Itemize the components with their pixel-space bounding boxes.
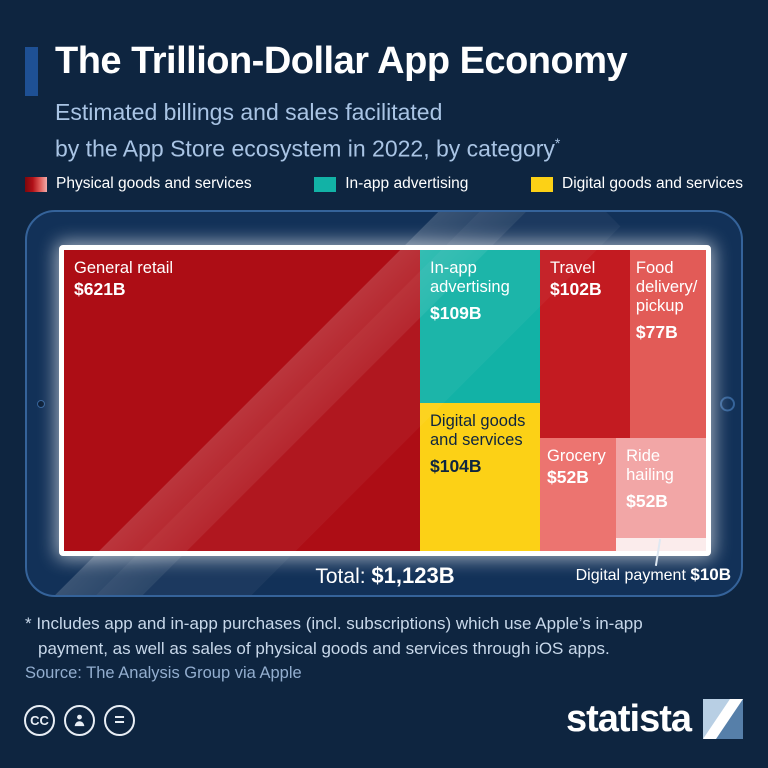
page-subtitle: Estimated billings and sales facilitated… [55,97,560,165]
cell-value: $109B [429,303,482,324]
cell-label: Ride hailing [626,446,674,484]
total-value: $1,123B [371,563,455,588]
total-text: Total: [315,565,366,588]
treemap-cell-digital-payment [616,537,706,551]
legend-swatch-inapp-advertising [314,176,337,192]
legend-label: Physical goods and services [56,175,252,192]
legend-item-digital-goods: Digital goods and services [531,175,743,193]
cell-label: Grocery [547,446,606,465]
subtitle-line2: by the App Store ecosystem in 2022, by c… [55,135,555,162]
person-glyph [74,714,85,727]
legend-label: In-app advertising [345,175,469,192]
statista-logo: statista [566,699,743,739]
statista-wordmark: statista [565,698,692,740]
title-accent-bar [25,47,38,96]
source-line: Source: The Analysis Group via Apple [25,664,302,682]
cell-label: General retail [74,259,174,277]
treemap-cell-food-delivery: Food delivery/​pickup $77B [629,250,706,438]
footnote-marker: * [554,135,561,151]
legend-item-physical: Physical goods and services [25,175,252,193]
treemap-cell-inapp-advertising: In-app advertising $109B [419,250,541,403]
cell-label: Travel [550,259,596,277]
cell-value: $52B [547,466,589,487]
legend-item-inapp-advertising: In-app advertising [314,175,468,193]
treemap-cell-digital-goods: Digital goods and services $104B [419,402,541,551]
cell-label: Food delivery/​pickup [635,259,698,316]
cell-value: $77B [635,322,678,343]
tablet-camera-dot [37,399,45,408]
page-title: The Trillion-Dollar App Economy [55,40,628,82]
legend-label: Digital goods and services [562,175,743,192]
cell-value: $52B [626,490,668,511]
footnote-line1: * Includes app and in-app purchases (inc… [25,614,643,633]
legend: Physical goods and services In-app adver… [25,175,743,193]
cell-label: Digital goods and services [429,411,526,449]
attribution-icon [64,705,95,736]
treemap-cell-grocery: Grocery $52B [540,437,617,551]
cell-value: $102B [550,279,602,300]
treemap-cell-ride-hailing: Ride hailing $52B [616,437,706,538]
cc-icon: CC [24,705,55,736]
treemap-cell-travel: Travel $102B [540,250,630,438]
treemap-screen: General retail $621B In-app advertising … [59,245,711,556]
digital-payment-name: Digital payment [575,567,686,584]
legend-swatch-digital-goods [531,176,554,192]
footnote: * Includes app and in-app purchases (inc… [25,611,643,661]
tablet-home-button [720,396,735,411]
statista-logomark [703,699,743,739]
digital-payment-value: $10B [690,565,731,584]
cell-label: In-app advertising [429,259,510,297]
subtitle-line1: Estimated billings and sales facilitated [55,99,443,125]
treemap-cell-general-retail: General retail $621B [64,250,420,551]
legend-swatch-physical [25,176,47,192]
no-derivatives-icon: = [104,705,135,736]
digital-payment-label: Digital payment $10B [576,565,731,585]
license-icons: CC = [24,705,135,736]
footnote-line2: payment, as well as sales of physical go… [38,639,610,658]
cell-value: $104B [429,455,482,476]
treemap-chart: General retail $621B In-app advertising … [64,250,706,551]
cell-value: $621B [74,279,126,300]
tablet-frame: General retail $621B In-app advertising … [25,210,743,597]
total-label: Total: $1,123B [59,563,711,589]
